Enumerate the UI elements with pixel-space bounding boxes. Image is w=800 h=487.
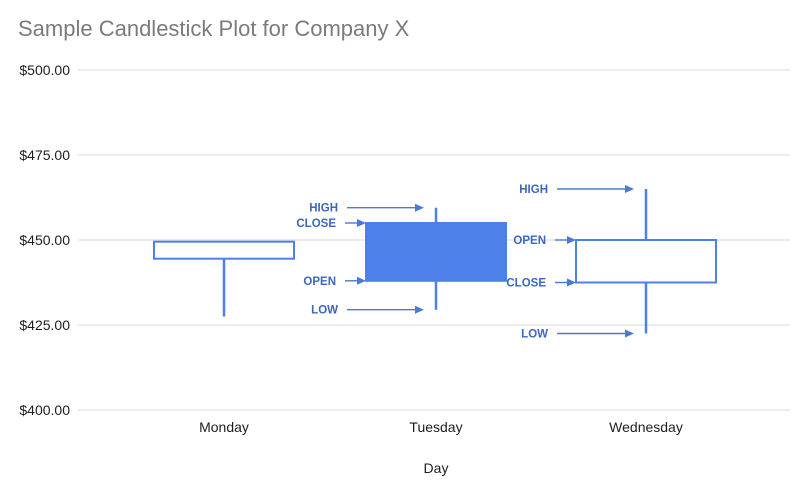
annotation-arrowhead-icon-high-wednesday	[625, 185, 634, 193]
annotation-arrowhead-icon-close-wednesday	[567, 278, 576, 287]
annotation-arrowhead-icon-close-tuesday	[357, 219, 366, 227]
candle-body-monday	[153, 240, 295, 260]
x-axis-label-tuesday: Tuesday	[409, 419, 462, 435]
y-axis-label-450: $450.00	[19, 232, 70, 248]
candle-body-tuesday	[365, 222, 507, 282]
annotation-label-low-tuesday: LOW	[311, 305, 338, 317]
annotation-arrowhead-icon-open-tuesday	[357, 276, 366, 285]
x-axis-label-wednesday: Wednesday	[609, 419, 683, 435]
annotation-arrowhead-icon-high-tuesday	[415, 203, 424, 212]
y-axis-label-475: $475.00	[19, 147, 70, 163]
annotation-arrowhead-icon-open-wednesday	[567, 236, 576, 244]
annotation-label-close-tuesday: CLOSE	[296, 218, 336, 230]
annotation-label-open-tuesday: OPEN	[303, 276, 336, 288]
annotation-label-high-tuesday: HIGH	[309, 203, 338, 215]
x-axis-label-monday: Monday	[199, 419, 249, 435]
y-axis-label-400: $400.00	[19, 402, 70, 418]
annotation-label-low-wednesday: LOW	[521, 329, 548, 341]
candle-body-wednesday	[575, 239, 717, 284]
annotation-label-close-wednesday: CLOSE	[506, 278, 546, 290]
annotation-label-open-wednesday: OPEN	[513, 235, 546, 247]
annotation-arrowhead-icon-low-wednesday	[625, 329, 634, 338]
y-axis-label-500: $500.00	[19, 62, 70, 78]
annotation-arrowhead-icon-low-tuesday	[415, 305, 424, 314]
chart-title: Sample Candlestick Plot for Company X	[18, 16, 410, 41]
y-axis-label-425: $425.00	[19, 317, 70, 333]
x-axis-title: Day	[424, 460, 449, 476]
annotation-label-high-wednesday: HIGH	[519, 184, 548, 196]
